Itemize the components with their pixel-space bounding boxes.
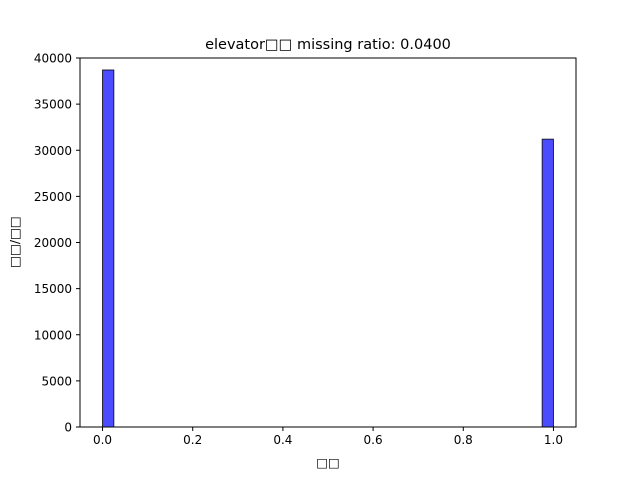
x-tick-label: 0.0 [93,433,112,447]
y-tick-label: 30000 [34,144,72,158]
y-tick-label: 25000 [34,190,72,204]
histogram-bar [541,138,554,428]
x-tick-label: 0.4 [273,433,292,447]
y-tick-label: 35000 [34,98,72,112]
x-tick-label: 0.8 [454,433,473,447]
x-axis-label: □□ [316,455,340,470]
y-tick-label: 15000 [34,282,72,296]
x-axis-ticks: 0.0 0.2 0.4 0.6 0.8 1.0 [93,427,563,447]
chart-title: elevator□□ missing ratio: 0.0400 [205,37,451,53]
plot-frame [79,57,577,428]
y-tick-label: 10000 [34,328,72,342]
x-tick-label: 0.6 [364,433,383,447]
x-tick-label: 1.0 [544,433,563,447]
y-axis-label: □□/□□ [7,216,22,267]
y-tick-label: 5000 [41,374,72,388]
y-tick-label: 20000 [34,236,72,250]
y-tick-label: 0 [64,421,72,435]
x-tick-label: 0.2 [183,433,202,447]
histogram-bar [102,69,115,428]
y-axis-ticks: 0 5000 10000 15000 20000 25000 30000 35000 40000 [34,52,80,435]
y-tick-label: 40000 [34,52,72,66]
